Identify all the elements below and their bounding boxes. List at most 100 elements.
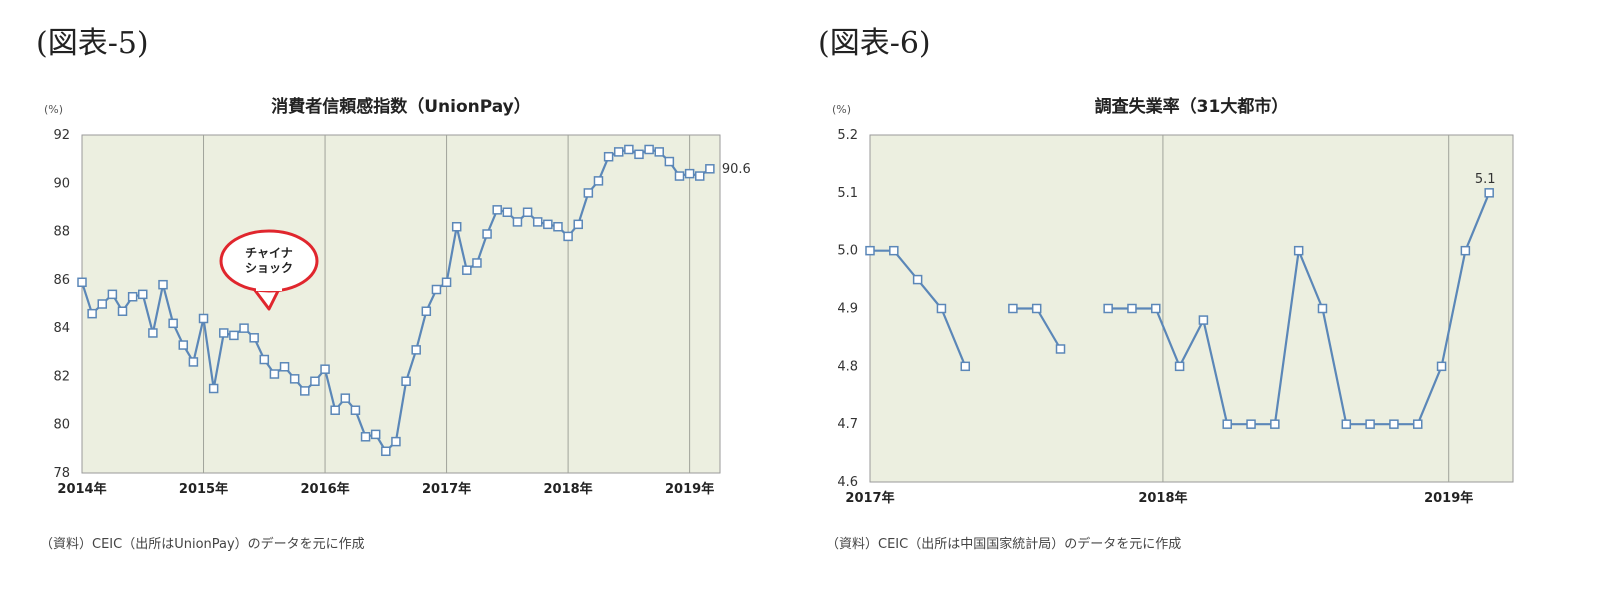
left-data-point <box>107 289 118 300</box>
left-data-point <box>462 265 472 275</box>
left-annotation-text: ショック <box>245 261 293 275</box>
left-x-tick-label: 2018年 <box>544 481 593 497</box>
consumer-confidence-chart: 消費者信頼感指数（UnionPay） (%) 78 80 82 84 86 88 90 92 201… <box>30 85 790 565</box>
right-y-tick-label: 4.8 <box>837 359 858 374</box>
left-data-point <box>654 147 664 157</box>
left-data-point <box>259 354 270 365</box>
left-data-point <box>472 258 482 268</box>
right-data-point <box>1008 303 1018 314</box>
left-data-point <box>208 383 219 394</box>
right-y-tick-label: 4.7 <box>837 417 858 432</box>
right-data-point <box>1222 419 1232 429</box>
left-data-point <box>441 277 452 288</box>
left-data-point <box>117 306 128 316</box>
right-data-point <box>1460 245 1471 256</box>
left-x-tick-label: 2019年 <box>665 481 714 497</box>
left-data-point <box>370 429 381 440</box>
left-data-point <box>644 144 654 155</box>
left-y-tick-label: 82 <box>53 369 70 384</box>
left-y-tick-label: 92 <box>53 128 70 143</box>
left-data-point <box>674 171 685 181</box>
left-data-point <box>77 277 87 288</box>
left-data-point <box>381 446 391 457</box>
right-x-tick-label: 2019年 <box>1424 490 1473 506</box>
left-data-point <box>522 207 533 218</box>
left-annotation-text: チャイナ <box>245 246 293 260</box>
left-data-point <box>694 171 705 181</box>
left-data-point <box>279 362 290 372</box>
left-data-point <box>310 376 320 387</box>
right-data-point <box>1174 361 1185 372</box>
left-data-point <box>451 221 462 232</box>
left-data-point <box>391 436 401 447</box>
left-x-tick-label: 2017年 <box>422 481 471 497</box>
left-data-point <box>705 164 715 174</box>
left-data-point <box>563 231 573 242</box>
left-data-point <box>188 357 199 367</box>
left-data-point <box>624 144 634 155</box>
left-data-point <box>401 376 411 387</box>
right-y-tick-label: 4.9 <box>837 302 858 317</box>
left-y-tick-label: 86 <box>53 273 70 288</box>
left-data-point <box>502 207 513 218</box>
left-plot-area <box>81 134 721 474</box>
left-data-point <box>127 292 138 302</box>
right-data-point <box>865 245 875 256</box>
left-y-tick-label: 78 <box>53 466 70 481</box>
right-data-point <box>1198 315 1209 325</box>
right-y-tick-label: 5.2 <box>837 128 858 143</box>
left-x-tick-label: 2015年 <box>179 481 228 497</box>
left-data-point <box>320 364 330 374</box>
right-x-tick-label: 2017年 <box>845 490 894 506</box>
left-data-point <box>634 149 644 160</box>
right-y-tick-label: 5.1 <box>837 186 858 201</box>
left-data-point <box>482 229 492 239</box>
right-data-point <box>1151 303 1161 314</box>
left-data-point <box>330 405 340 415</box>
left-data-point <box>289 374 300 384</box>
source-note-left: （資料）CEIC（出所はUnionPay）のデータを元に作成 <box>40 537 365 552</box>
left-data-point <box>492 205 502 215</box>
left-data-point <box>583 188 594 198</box>
left-data-point <box>340 393 351 403</box>
left-data-point <box>411 345 421 355</box>
right-data-point <box>1412 419 1423 429</box>
right-data-point <box>1103 303 1113 314</box>
left-data-point <box>512 217 523 227</box>
left-data-point <box>664 156 675 167</box>
right-data-point <box>960 361 971 372</box>
left-data-point <box>158 279 168 290</box>
figure-label-right: (図表-6) <box>818 26 931 61</box>
left-data-point <box>593 176 604 186</box>
left-data-point <box>239 323 249 333</box>
left-x-tick-label: 2016年 <box>300 481 349 497</box>
left-annotation-mask <box>256 283 282 291</box>
right-data-point <box>912 274 923 285</box>
left-data-point <box>573 219 583 230</box>
left-data-point <box>543 219 553 230</box>
right-data-point <box>1031 303 1042 314</box>
right-chart-title: 調査失業率（31大都市） <box>1095 96 1289 117</box>
right-data-point <box>1127 303 1137 314</box>
right-y-tick-label: 4.6 <box>837 475 858 490</box>
left-y-tick-label: 84 <box>53 321 70 336</box>
right-data-point <box>1389 419 1399 429</box>
left-data-point <box>553 221 563 232</box>
right-data-point <box>1055 344 1066 354</box>
left-data-point <box>684 168 695 179</box>
left-data-point <box>148 328 158 338</box>
left-chart-title: 消費者信頼感指数（UnionPay） <box>271 96 531 117</box>
unemployment-rate-chart: 調査失業率（31大都市） (%) 4.6 4.7 4.8 4.9 5.0 5.1 5.2 2017… <box>818 85 1578 565</box>
right-data-point <box>1484 188 1494 198</box>
left-data-point <box>138 289 148 300</box>
left-data-point <box>97 299 108 309</box>
chart-svg-left: 消費者信頼感指数（UnionPay） (%) 78 80 82 84 86 88 90 92 201… <box>44 96 751 497</box>
right-data-point <box>1246 419 1256 429</box>
right-data-point <box>1293 245 1304 256</box>
left-data-point <box>360 432 371 442</box>
right-end-value-label: 5.1 <box>1475 172 1496 187</box>
left-data-point <box>350 405 361 415</box>
left-x-tick-label: 2014年 <box>57 481 106 497</box>
right-data-point <box>1341 419 1352 429</box>
left-data-point <box>87 308 97 319</box>
